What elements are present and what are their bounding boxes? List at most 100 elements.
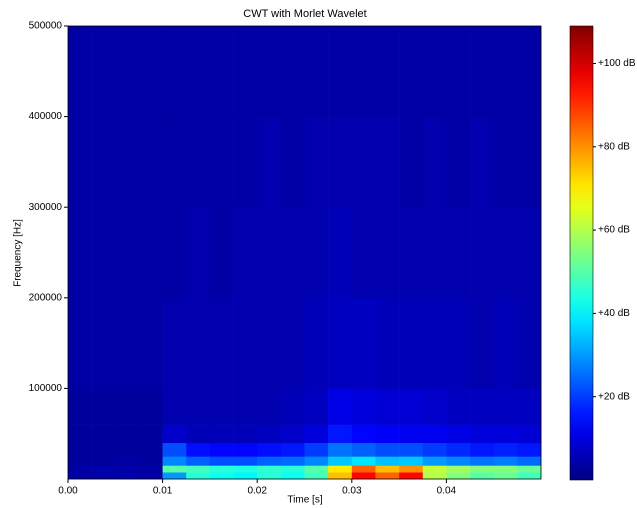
heatmap-cell xyxy=(493,207,518,299)
heatmap-cell xyxy=(375,26,400,117)
heatmap-cell xyxy=(399,472,424,480)
heatmap-cell xyxy=(375,297,400,389)
heatmap-cell xyxy=(186,116,211,208)
heatmap-cell xyxy=(493,442,518,457)
heatmap-cell xyxy=(351,472,376,480)
heatmap-cell xyxy=(162,472,187,480)
heatmap-cell xyxy=(399,465,424,473)
heatmap-cell xyxy=(328,207,353,299)
heatmap-cell xyxy=(186,442,211,457)
heatmap-cell xyxy=(138,26,163,117)
heatmap-cell xyxy=(517,116,542,208)
y-tick-label: 500000 xyxy=(29,21,63,32)
heatmap-cell xyxy=(186,472,211,480)
heatmap-cell xyxy=(493,26,518,117)
heatmap-cell xyxy=(209,465,234,473)
heatmap-cell xyxy=(446,207,471,299)
heatmap-cell xyxy=(115,388,140,425)
y-axis-label: Frequency [Hz] xyxy=(13,219,24,287)
heatmap-cell xyxy=(399,26,424,117)
heatmap-cell xyxy=(304,26,329,117)
heatmap-cell xyxy=(91,465,116,473)
heatmap-cell xyxy=(328,442,353,457)
plot-frame xyxy=(67,25,542,480)
heatmap-cell xyxy=(328,116,353,208)
heatmap-cell xyxy=(209,207,234,299)
heatmap-cell xyxy=(422,207,447,299)
heatmap-cell xyxy=(280,465,305,473)
heatmap-cell xyxy=(517,456,542,466)
heatmap-cell xyxy=(209,116,234,208)
heatmap-cell xyxy=(257,442,282,457)
heatmap-cell xyxy=(375,116,400,208)
heatmap-cell xyxy=(446,388,471,425)
heatmap-cell xyxy=(470,207,494,299)
heatmap-cell xyxy=(186,465,211,473)
x-tick-label: 0.02 xyxy=(247,486,267,497)
heatmap-cell xyxy=(517,442,542,457)
heatmap-cell xyxy=(422,26,447,117)
heatmap-cell xyxy=(304,388,329,425)
heatmap-cell xyxy=(446,472,471,480)
heatmap-cell xyxy=(162,116,187,208)
heatmap-cell xyxy=(91,116,116,208)
heatmap-cell xyxy=(209,442,234,457)
heatmap-cell xyxy=(517,297,542,389)
heatmap-cell xyxy=(162,297,187,389)
chart-title: CWT with Morlet Wavelet xyxy=(243,8,366,20)
heatmap-cell xyxy=(328,465,353,473)
colorbar-tick-label: +20 dB xyxy=(598,391,630,402)
heatmap-cell xyxy=(186,424,211,444)
heatmap-cell xyxy=(68,116,92,208)
heatmap-cell xyxy=(68,297,92,389)
y-tick-label: 300000 xyxy=(29,202,63,213)
heatmap-cell xyxy=(257,116,282,208)
heatmap-cell xyxy=(351,207,376,299)
heatmap-cell xyxy=(257,388,282,425)
heatmap-cell xyxy=(493,116,518,208)
heatmap-cell xyxy=(162,26,187,117)
heatmap-cell xyxy=(233,116,258,208)
heatmap-cell xyxy=(209,424,234,444)
heatmap-cell xyxy=(68,472,92,480)
y-tick-label: 200000 xyxy=(29,292,63,303)
heatmap-cell xyxy=(91,26,116,117)
heatmap-cell xyxy=(68,424,92,444)
heatmap-cell xyxy=(209,456,234,466)
heatmap-cell xyxy=(446,442,471,457)
heatmap-cell xyxy=(470,388,494,425)
heatmap-cell xyxy=(517,424,542,444)
heatmap-cell xyxy=(446,424,471,444)
heatmap-cell xyxy=(517,207,542,299)
heatmap-cell xyxy=(493,424,518,444)
heatmap-cell xyxy=(399,207,424,299)
heatmap-cell xyxy=(138,297,163,389)
heatmap-cell xyxy=(304,424,329,444)
heatmap-cell xyxy=(422,297,447,389)
colorbar-tick-label: +80 dB xyxy=(598,141,630,152)
heatmap-cell xyxy=(470,472,494,480)
heatmap-cell xyxy=(138,116,163,208)
colorbar-tick-label: +100 dB xyxy=(598,58,636,69)
heatmap-cell xyxy=(162,465,187,473)
heatmap-cell xyxy=(399,424,424,444)
heatmap-cell xyxy=(399,388,424,425)
heatmap-cell xyxy=(68,456,92,466)
heatmap-cell xyxy=(304,116,329,208)
heatmap-cell xyxy=(162,207,187,299)
heatmap-cell xyxy=(138,442,163,457)
x-axis-label: Time [s] xyxy=(287,495,322,506)
heatmap-cell xyxy=(115,297,140,389)
heatmap-cell xyxy=(233,297,258,389)
heatmap-cell xyxy=(470,297,494,389)
heatmap-cell xyxy=(280,26,305,117)
heatmap-cell xyxy=(186,388,211,425)
heatmap-cell xyxy=(233,465,258,473)
heatmap-cell xyxy=(446,456,471,466)
heatmap-cell xyxy=(209,388,234,425)
heatmap-cell xyxy=(162,388,187,425)
heatmap-cell xyxy=(304,442,329,457)
heatmap-cell xyxy=(328,297,353,389)
heatmap-cell xyxy=(91,442,116,457)
